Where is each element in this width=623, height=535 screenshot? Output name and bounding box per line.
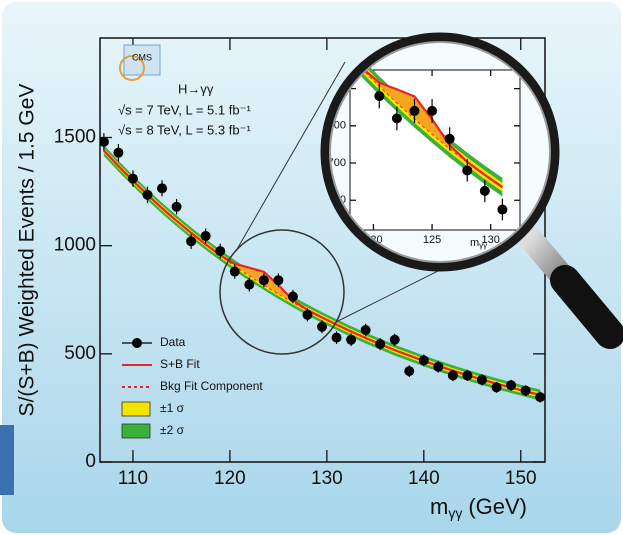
y-tick-label: 0 bbox=[85, 451, 96, 472]
data-point bbox=[244, 280, 254, 290]
legend-symbol bbox=[132, 338, 142, 348]
data-point bbox=[462, 165, 472, 175]
data-point bbox=[404, 366, 414, 376]
x-tick-label: 130 bbox=[311, 468, 343, 489]
legend-label: ±2 σ bbox=[160, 423, 185, 437]
data-point bbox=[492, 382, 502, 392]
x-tick-label: 140 bbox=[408, 468, 440, 489]
x-tick-label: 125 bbox=[423, 234, 441, 246]
x-tick-label: 150 bbox=[505, 468, 537, 489]
data-point bbox=[390, 335, 400, 345]
data-point bbox=[392, 113, 402, 123]
data-point bbox=[317, 322, 327, 332]
legend-symbol bbox=[122, 424, 150, 438]
data-point bbox=[346, 335, 356, 345]
data-point bbox=[497, 205, 507, 215]
data-point bbox=[480, 186, 490, 196]
data-point bbox=[113, 148, 123, 158]
data-point bbox=[172, 202, 182, 212]
data-point bbox=[288, 292, 298, 302]
data-point bbox=[99, 137, 109, 147]
legend-label: S+B Fit bbox=[160, 357, 200, 371]
page: 0 500 1000 1500 110 120 130 140 150 S/(S+B) Weig… bbox=[0, 0, 623, 535]
data-point bbox=[128, 174, 138, 184]
data-point bbox=[215, 246, 225, 256]
experiment-label: CMS bbox=[132, 52, 152, 62]
data-point bbox=[230, 267, 240, 277]
data-point bbox=[409, 106, 419, 116]
inset-x-label-main: m bbox=[470, 237, 479, 249]
inset-x-label-sub: γγ bbox=[479, 241, 487, 250]
data-point bbox=[462, 370, 472, 380]
y-tick-label: 500 bbox=[64, 343, 96, 364]
x-tick-label: 110 bbox=[118, 468, 148, 489]
data-point bbox=[521, 386, 531, 396]
data-point bbox=[448, 370, 458, 380]
data-point bbox=[361, 325, 371, 335]
annotation: √s = 8 TeV, L = 5.3 fb⁻¹ bbox=[118, 122, 251, 137]
data-point bbox=[332, 333, 342, 343]
data-point bbox=[186, 236, 196, 246]
data-point bbox=[273, 275, 283, 285]
data-point bbox=[143, 190, 153, 200]
y-axis-label: S/(S+B) Weighted Events / 1.5 GeV bbox=[16, 84, 39, 417]
x-axis-label-unit: (GeV) bbox=[468, 494, 527, 519]
x-axis-label: mγγ (GeV) bbox=[430, 494, 527, 521]
data-point bbox=[157, 183, 167, 193]
data-point bbox=[506, 380, 516, 390]
legend-label: Bkg Fit Component bbox=[160, 379, 263, 393]
corner-photo bbox=[0, 425, 14, 495]
legend-symbol bbox=[122, 402, 150, 416]
data-point bbox=[445, 134, 455, 144]
data-point bbox=[535, 392, 545, 402]
data-point bbox=[201, 231, 211, 241]
data-point bbox=[375, 339, 385, 349]
data-point bbox=[427, 106, 437, 116]
annotation: √s = 7 TeV, L = 5.1 fb⁻¹ bbox=[118, 102, 251, 117]
data-point bbox=[302, 310, 312, 320]
x-axis-label-main: m bbox=[430, 494, 448, 519]
data-point bbox=[477, 375, 487, 385]
y-tick-label: 1500 bbox=[54, 127, 96, 148]
y-tick-label: 1000 bbox=[54, 235, 96, 256]
legend-label: ±1 σ bbox=[160, 401, 185, 415]
annotation: H→γγ bbox=[178, 81, 214, 96]
data-point bbox=[374, 91, 384, 101]
chart: 0 500 1000 1500 110 120 130 140 150 S/(S+B) Weig… bbox=[0, 0, 623, 535]
data-point bbox=[419, 355, 429, 365]
data-point bbox=[259, 275, 269, 285]
x-tick-label: 120 bbox=[214, 468, 246, 489]
legend-label: Data bbox=[160, 335, 186, 349]
x-axis-label-sub: γγ bbox=[448, 505, 462, 521]
data-point bbox=[433, 362, 443, 372]
